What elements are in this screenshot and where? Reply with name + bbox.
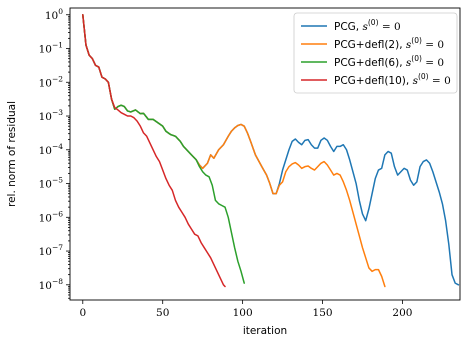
x-tick-label: 100 xyxy=(233,307,253,319)
plot-area: 0 50 100 150 200 100 10−1 10−2 10−3 10−4 10−5 10−6… xyxy=(39,7,461,319)
legend-label-3: PCG+defl(6), s(0) = 0 xyxy=(334,54,444,69)
legend-items: PCG, s(0) = 0 PCG+defl(2), s(0) = 0 PCG+de… xyxy=(301,18,451,87)
x-axis-label: iteration xyxy=(243,325,287,337)
y-axis-label: rel. norm of residual xyxy=(6,101,18,207)
x-tick-label: 0 xyxy=(79,307,86,319)
y-tick-label: 10−4 xyxy=(39,142,64,157)
axes-frame xyxy=(69,7,461,301)
y-axis-ticks: 100 10−1 10−2 10−3 10−4 10−5 10−6 10−7 10−8 xyxy=(39,7,70,299)
x-tick-label: 200 xyxy=(392,307,412,319)
legend: PCG, s(0) = 0 PCG+defl(2), s(0) = 0 PCG+de… xyxy=(293,12,458,94)
y-tick-label: 10−3 xyxy=(39,108,64,123)
legend-label-4: PCG+defl(10), s(0) = 0 xyxy=(334,72,451,87)
y-tick-label: 10−8 xyxy=(39,277,64,292)
y-tick-label: 10−1 xyxy=(39,41,63,56)
series-layer xyxy=(82,14,460,288)
x-tick-label: 150 xyxy=(313,307,333,319)
x-tick-label: 50 xyxy=(156,307,169,319)
y-tick-label: 10−6 xyxy=(39,209,64,224)
legend-label-2: PCG+defl(2), s(0) = 0 xyxy=(334,36,444,51)
series-line-4 xyxy=(82,14,226,288)
legend-label-1: PCG, s(0) = 0 xyxy=(334,18,401,33)
y-tick-label: 100 xyxy=(45,7,63,22)
y-tick-label: 10−7 xyxy=(39,243,64,258)
x-axis-ticks: 0 50 100 150 200 xyxy=(79,300,412,319)
y-tick-label: 10−2 xyxy=(39,74,64,89)
y-tick-label: 10−5 xyxy=(39,176,64,191)
legend-frame xyxy=(293,12,458,94)
